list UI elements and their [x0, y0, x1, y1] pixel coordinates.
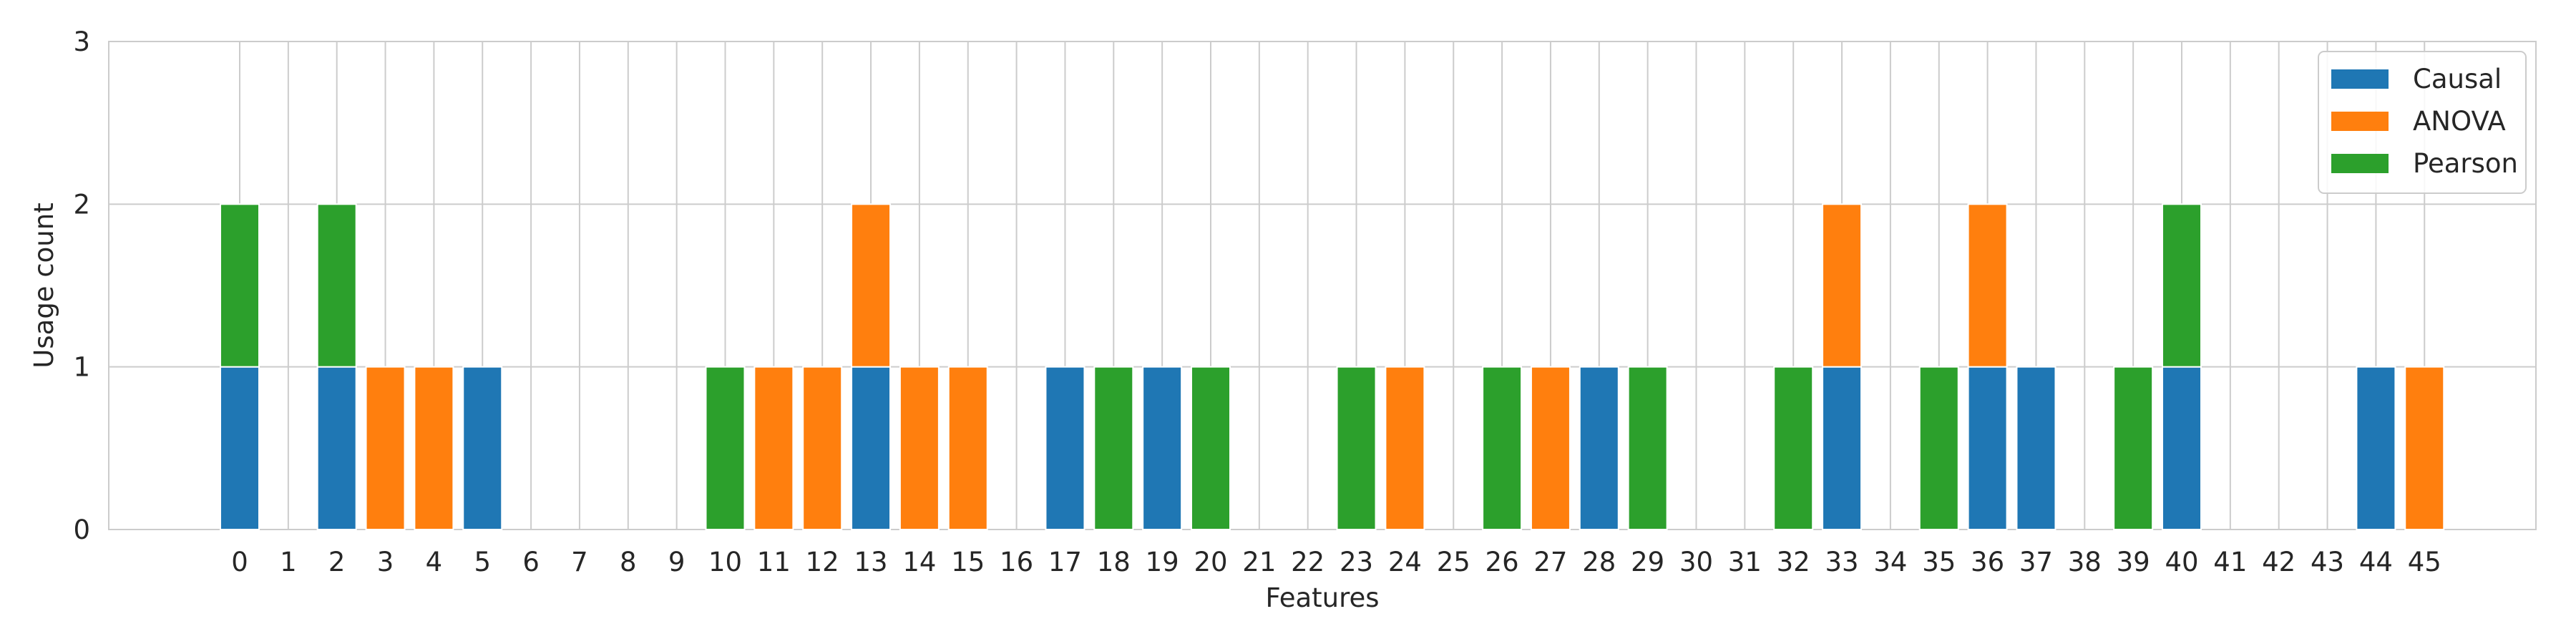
legend-label-anova: ANOVA [2413, 106, 2506, 137]
y-tick-label: 1 [73, 352, 90, 383]
bar-causal [1822, 366, 1863, 531]
legend-swatch-anova [2331, 112, 2389, 131]
x-tick-label: 24 [1388, 547, 1422, 577]
x-tick-label: 36 [1971, 547, 2004, 577]
bar-causal [1142, 366, 1183, 531]
bar-anova [365, 366, 406, 531]
x-tick-label: 35 [1922, 547, 1956, 577]
x-tick-label: 44 [2359, 547, 2393, 577]
y-tick-label: 3 [73, 26, 90, 57]
x-tick-label: 34 [1873, 547, 1907, 577]
bar-causal [1045, 366, 1085, 531]
x-tick-label: 28 [1582, 547, 1616, 577]
bar-pearson [1773, 366, 1814, 531]
x-tick-label: 6 [522, 547, 540, 577]
bar-pearson [1627, 366, 1668, 531]
y-tick-label: 2 [73, 189, 90, 220]
x-tick-label: 8 [620, 547, 637, 577]
bar-causal [851, 366, 892, 531]
legend: Causal ANOVA Pearson [2318, 51, 2527, 194]
x-axis-label: Features [1265, 582, 1379, 613]
bars [220, 203, 2445, 531]
x-tick-label: 19 [1146, 547, 1179, 577]
bar-causal [2016, 366, 2057, 531]
x-tick-label: 2 [328, 547, 346, 577]
x-tick-label: 12 [806, 547, 839, 577]
bar-anova [947, 366, 988, 531]
bar-anova [1822, 203, 1863, 368]
bar-causal [1967, 366, 2008, 531]
x-tick-label: 37 [2019, 547, 2053, 577]
x-tick-label: 0 [231, 547, 248, 577]
x-tick-label: 20 [1194, 547, 1227, 577]
x-tick-label: 43 [2311, 547, 2344, 577]
x-tick-label: 4 [426, 547, 443, 577]
legend-label-causal: Causal [2413, 64, 2502, 94]
x-tick-label: 40 [2165, 547, 2198, 577]
bar-pearson [1191, 366, 1231, 531]
x-tick-label: 17 [1048, 547, 1082, 577]
x-tick-label: 14 [902, 547, 936, 577]
x-tick-label: 23 [1340, 547, 1373, 577]
x-tick-label: 9 [668, 547, 686, 577]
bar-anova [899, 366, 940, 531]
bar-pearson [1918, 366, 1959, 531]
x-tick-label: 42 [2262, 547, 2296, 577]
x-tick-label: 16 [1000, 547, 1033, 577]
bar-anova [753, 366, 794, 531]
bar-pearson [1093, 366, 1134, 531]
bar-anova [851, 203, 892, 368]
legend-swatch-causal [2331, 69, 2389, 89]
x-tick-label: 38 [2068, 547, 2102, 577]
x-tick-label: 32 [1777, 547, 1810, 577]
bar-anova [1385, 366, 1425, 531]
x-tick-label: 29 [1631, 547, 1664, 577]
bar-anova [414, 366, 454, 531]
x-tick-label: 10 [708, 547, 742, 577]
bar-anova [802, 366, 843, 531]
y-axis-label: Usage count [29, 203, 59, 368]
x-tick-label: 22 [1291, 547, 1324, 577]
x-tick-label: 3 [377, 547, 394, 577]
bar-anova [1967, 203, 2008, 368]
x-tick-label: 1 [280, 547, 297, 577]
bar-pearson [705, 366, 746, 531]
x-tick-label: 33 [1825, 547, 1859, 577]
bar-causal [462, 366, 503, 531]
x-tick-label: 13 [854, 547, 888, 577]
bar-pearson [220, 203, 260, 368]
legend-label-pearson: Pearson [2413, 148, 2518, 179]
x-tick-label: 25 [1437, 547, 1470, 577]
x-tick-label: 45 [2408, 547, 2441, 577]
bar-anova [2404, 366, 2445, 531]
x-tick-label: 18 [1097, 547, 1131, 577]
bar-pearson [1336, 366, 1377, 531]
x-tick-label: 15 [951, 547, 985, 577]
y-tick-label: 0 [73, 514, 90, 545]
legend-swatch-pearson [2331, 154, 2389, 173]
bar-causal [316, 366, 357, 531]
x-tick-label: 39 [2117, 547, 2150, 577]
x-tick-label: 7 [571, 547, 588, 577]
x-tick-label: 27 [1533, 547, 1567, 577]
bar-causal [1579, 366, 1619, 531]
x-tick-label: 11 [757, 547, 791, 577]
bar-causal [2356, 366, 2396, 531]
bar-causal [2162, 366, 2202, 531]
x-tick-label: 21 [1242, 547, 1276, 577]
x-tick-label: 26 [1485, 547, 1519, 577]
bar-pearson [2162, 203, 2202, 368]
bar-pearson [316, 203, 357, 368]
bar-anova [1530, 366, 1571, 531]
x-tick-label: 30 [1679, 547, 1713, 577]
bar-causal [220, 366, 260, 531]
x-tick-label: 31 [1728, 547, 1762, 577]
bar-pearson [2113, 366, 2154, 531]
x-tick-label: 41 [2213, 547, 2247, 577]
bar-pearson [1482, 366, 1523, 531]
x-tick-label: 5 [474, 547, 491, 577]
